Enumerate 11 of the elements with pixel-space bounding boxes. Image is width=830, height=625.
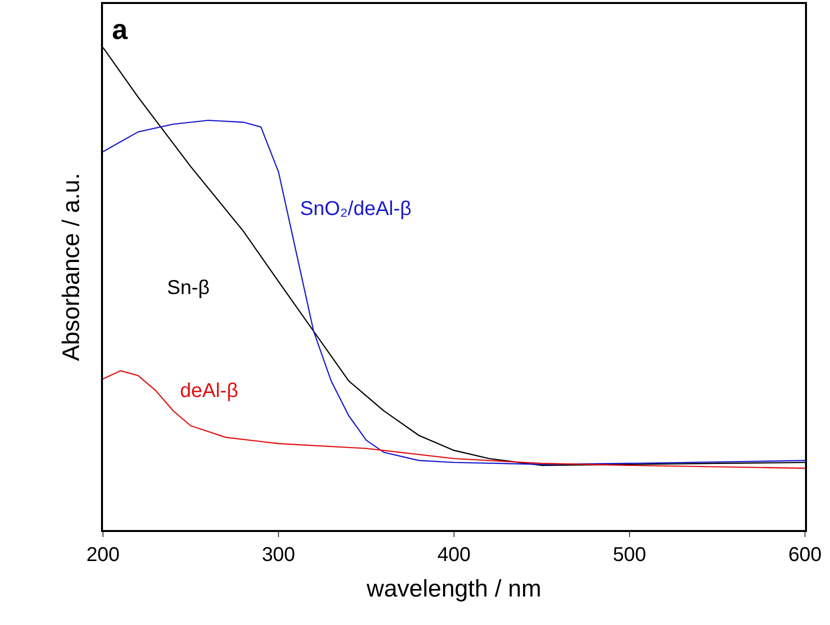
x-tick-label: 200 — [86, 544, 120, 566]
series-label: SnO₂/deAl-β — [300, 198, 412, 220]
x-tick-label: 300 — [262, 544, 296, 566]
x-tick-label: 600 — [788, 544, 822, 566]
text: a — [112, 14, 128, 45]
x-tick-label: 400 — [437, 544, 471, 566]
text: Sn-β — [167, 277, 210, 299]
series-label: deAl-β — [180, 380, 238, 402]
x-axis-title: wavelength / nm — [366, 576, 542, 603]
y-axis-title: Absorbance / a.u. — [58, 172, 85, 362]
x-tick-label: 500 — [612, 544, 646, 566]
